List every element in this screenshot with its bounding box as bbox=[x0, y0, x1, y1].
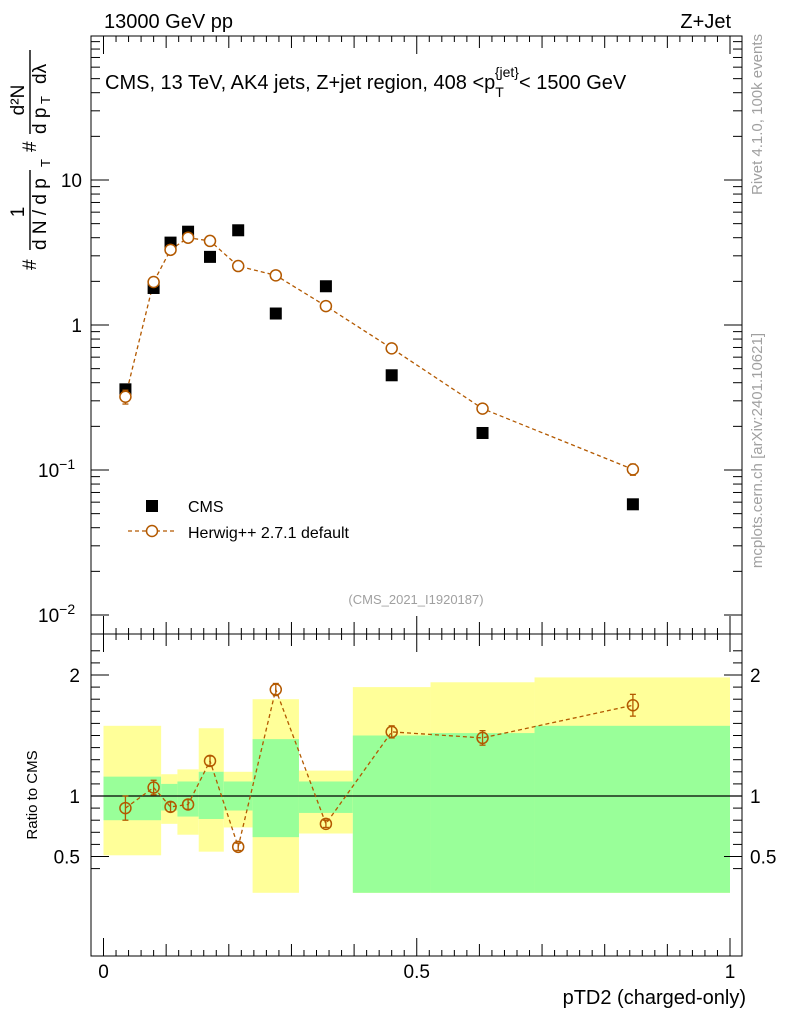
rivet-label: Rivet 4.1.0, 100k events bbox=[749, 34, 766, 195]
ratio-frame bbox=[90, 633, 743, 957]
x-tick-label: 1 bbox=[725, 962, 736, 983]
ratio-point bbox=[319, 817, 333, 831]
herwig-point bbox=[119, 390, 132, 404]
ratio-band-green bbox=[103, 776, 162, 821]
herwig-point bbox=[203, 234, 217, 248]
legend-cms-marker bbox=[146, 500, 158, 512]
ratio-y-tick-label-right: 1 bbox=[750, 787, 761, 808]
main-axis-ticks bbox=[91, 36, 742, 634]
main-y-tick-label: 10−1 bbox=[38, 456, 75, 482]
header-left: 13000 GeV pp bbox=[104, 11, 233, 33]
watermark: (CMS_2021_I1920187) bbox=[348, 592, 483, 607]
cms-point bbox=[626, 498, 639, 511]
ylabel-den1: d N / d p bbox=[30, 178, 51, 250]
mcplots-label: mcplots.cern.ch [arXiv:2401.10621] bbox=[749, 333, 766, 568]
ratio-band-green bbox=[534, 725, 730, 893]
ratio-y-axis-label: Ratio to CMS bbox=[24, 750, 41, 839]
cms-point bbox=[476, 426, 489, 439]
x-axis-label: pTD2 (charged-only) bbox=[563, 987, 746, 1009]
ylabel-den1-sub: T bbox=[38, 159, 53, 167]
ratio-point bbox=[147, 781, 160, 794]
herwig-point bbox=[181, 231, 195, 244]
main-y-tick-label: 10−2 bbox=[38, 601, 75, 627]
legend-herwig-label: Herwig++ 2.7.1 default bbox=[188, 525, 350, 542]
plot-title-sub: T bbox=[495, 84, 504, 100]
herwig-line bbox=[124, 237, 634, 470]
ylabel-num1: 1 bbox=[8, 207, 29, 218]
x-tick-label: 0.5 bbox=[404, 962, 430, 983]
ratio-point bbox=[476, 731, 489, 745]
ratio-y-tick-label-right: 0.5 bbox=[750, 848, 776, 869]
cms-point bbox=[319, 280, 332, 293]
ylabel-den2-sub: T bbox=[38, 96, 53, 104]
herwig-point bbox=[164, 243, 177, 257]
cms-point bbox=[269, 307, 282, 320]
plot-title-main: CMS, 13 TeV, AK4 jets, Z+jet region, 408… bbox=[105, 72, 495, 94]
herwig-point bbox=[626, 463, 640, 476]
herwig-point bbox=[319, 299, 333, 313]
ratio-point bbox=[181, 798, 195, 811]
plot-title-close: } bbox=[514, 64, 519, 80]
legend-cms-label: CMS bbox=[188, 499, 224, 516]
ratio-series bbox=[119, 682, 640, 854]
ratio-band-green bbox=[252, 739, 299, 838]
ratio-point bbox=[385, 725, 398, 739]
ylabel-hash2: # bbox=[20, 141, 41, 152]
legend: CMS Herwig++ 2.7.1 default bbox=[128, 499, 350, 542]
ratio-band-green bbox=[298, 781, 353, 813]
main-y-tick-label: 1 bbox=[71, 316, 82, 337]
x-tick-label: 0 bbox=[98, 962, 109, 983]
plot-title-sup: {jet bbox=[495, 64, 515, 80]
x-tick-labels: 0 0.5 1 bbox=[98, 962, 735, 983]
ratio-axis-ticks bbox=[91, 634, 742, 956]
plot-title-end: < 1500 GeV bbox=[519, 72, 627, 94]
header-right: Z+Jet bbox=[680, 11, 731, 33]
main-y-tick-labels: 10 1 10−1 10−2 bbox=[38, 171, 82, 627]
ratio-point bbox=[231, 840, 245, 854]
herwig-point bbox=[476, 402, 489, 415]
main-y-axis-label: # 1 d N / d p T # d²N d p T dλ bbox=[8, 50, 53, 270]
main-frame bbox=[90, 35, 743, 635]
ylabel-den2-end: dλ bbox=[30, 63, 51, 84]
ratio-point bbox=[203, 754, 217, 768]
main-series bbox=[119, 224, 640, 511]
cms-point bbox=[232, 224, 245, 237]
ratio-point bbox=[119, 801, 132, 815]
ylabel-hash1: # bbox=[20, 259, 41, 270]
main-y-tick-label: 10 bbox=[61, 171, 82, 192]
ratio-panel: 0.5 0.5 1 1 2 2 bbox=[54, 633, 777, 957]
ratio-point bbox=[164, 800, 177, 814]
ratio-y-tick-label: 2 bbox=[69, 666, 80, 687]
herwig-point bbox=[231, 259, 245, 273]
ratio-band-green bbox=[352, 735, 431, 893]
ylabel-num2: d²N bbox=[8, 85, 29, 116]
herwig-point bbox=[147, 275, 160, 289]
ratio-point bbox=[626, 699, 640, 712]
ratio-y-tick-label: 1 bbox=[69, 787, 80, 808]
herwig-point bbox=[269, 269, 283, 282]
ratio-y-tick-label-right: 2 bbox=[750, 666, 761, 687]
herwig-point bbox=[385, 342, 398, 355]
ratio-band-green bbox=[430, 733, 535, 893]
legend-herwig-marker bbox=[145, 524, 159, 538]
plot-title: CMS, 13 TeV, AK4 jets, Z+jet region, 408… bbox=[105, 64, 627, 100]
cms-point bbox=[119, 383, 132, 396]
main-panel: 10 1 10−1 10−2 (CMS_2021_I1920187) CMS, 13 … bbox=[38, 35, 743, 635]
ratio-point bbox=[269, 683, 283, 696]
cms-point bbox=[204, 250, 217, 263]
ratio-y-tick-label: 0.5 bbox=[54, 848, 80, 869]
cms-point bbox=[385, 369, 398, 382]
ratio-y-tick-labels: 0.5 0.5 1 1 2 2 bbox=[54, 666, 777, 869]
ylabel-den2: d p bbox=[30, 108, 51, 134]
